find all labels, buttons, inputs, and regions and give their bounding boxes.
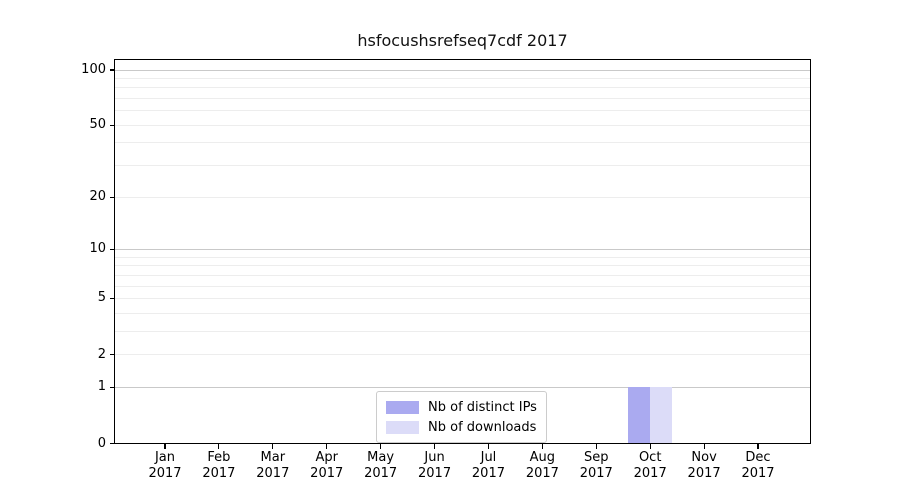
y-tick bbox=[109, 297, 114, 300]
chart-title: hsfocushsrefseq7cdf 2017 bbox=[357, 31, 568, 50]
x-tick-label-sep: Sep 2017 bbox=[579, 450, 613, 481]
x-tick bbox=[541, 444, 543, 449]
legend-item-downloads: Nb of downloads bbox=[386, 417, 537, 437]
y-tick bbox=[109, 386, 114, 388]
legend-item-distinct-ips: Nb of distinct IPs bbox=[386, 397, 537, 417]
gridline-minor bbox=[114, 110, 811, 112]
y-tick-label: 5 bbox=[97, 290, 106, 306]
gridline-minor bbox=[114, 285, 811, 287]
plot-area: Nb of distinct IPs Nb of downloads bbox=[114, 59, 811, 444]
gridline-minor bbox=[114, 297, 811, 299]
y-tick-label: 100 bbox=[81, 62, 106, 77]
x-tick-label-feb: Feb 2017 bbox=[202, 450, 236, 481]
gridline-minor bbox=[114, 312, 811, 314]
x-tick bbox=[433, 444, 436, 449]
x-tick bbox=[218, 444, 220, 449]
gridline-minor bbox=[114, 354, 811, 356]
legend: Nb of distinct IPs Nb of downloads bbox=[376, 391, 547, 443]
y-tick bbox=[109, 442, 114, 445]
x-tick bbox=[595, 444, 597, 449]
bars-layer bbox=[114, 59, 811, 444]
x-tick-label-may: May 2017 bbox=[364, 450, 398, 481]
x-tick-label-jun: Jun 2017 bbox=[418, 450, 452, 481]
gridline-major bbox=[114, 69, 811, 71]
x-tick bbox=[649, 444, 651, 449]
x-tick-label-mar: Mar 2017 bbox=[256, 450, 290, 481]
y-tick bbox=[109, 248, 114, 251]
x-tick bbox=[487, 444, 490, 449]
y-tick bbox=[109, 69, 114, 71]
x-tick bbox=[757, 444, 759, 449]
gridline-minor bbox=[114, 265, 811, 267]
gridline-minor bbox=[114, 98, 811, 100]
legend-swatch-downloads bbox=[386, 420, 419, 434]
gridline-minor bbox=[114, 274, 811, 276]
gridline-minor bbox=[114, 124, 811, 126]
x-tick-label-aug: Aug 2017 bbox=[525, 450, 559, 481]
gridline-minor bbox=[114, 165, 811, 167]
y-tick-label: 2 bbox=[97, 346, 106, 362]
gridline-major bbox=[114, 386, 811, 388]
y-tick-label: 1 bbox=[97, 379, 106, 395]
x-tick bbox=[272, 444, 274, 449]
x-tick-label-nov: Nov 2017 bbox=[687, 450, 721, 481]
bar-nb-of-downloads-oct bbox=[650, 387, 673, 444]
gridline-major bbox=[114, 248, 811, 250]
x-tick bbox=[703, 444, 705, 449]
gridline-minor bbox=[114, 330, 811, 332]
x-tick bbox=[326, 444, 328, 449]
y-tick-label: 50 bbox=[89, 117, 106, 133]
y-tick bbox=[109, 353, 114, 356]
y-tick-label: 20 bbox=[89, 189, 106, 205]
x-tick bbox=[380, 444, 382, 449]
x-tick-label-oct: Oct 2017 bbox=[633, 450, 667, 481]
bar-nb-of-distinct-ips-oct bbox=[628, 387, 651, 444]
y-tick bbox=[109, 124, 114, 126]
x-tick-label-dec: Dec 2017 bbox=[741, 450, 775, 481]
gridline-minor bbox=[114, 87, 811, 89]
gridlines-layer bbox=[114, 59, 811, 444]
gridline-minor bbox=[114, 196, 811, 198]
x-tick-label-apr: Apr 2017 bbox=[310, 450, 344, 481]
x-tick bbox=[164, 444, 166, 449]
x-tick-label-jul: Jul 2017 bbox=[471, 450, 505, 481]
gridline-minor bbox=[114, 256, 811, 258]
gridline-minor bbox=[114, 77, 811, 79]
y-tick-label: 10 bbox=[89, 241, 106, 257]
legend-label-distinct-ips: Nb of distinct IPs bbox=[428, 399, 537, 415]
legend-label-downloads: Nb of downloads bbox=[428, 419, 537, 435]
gridline-minor bbox=[114, 142, 811, 144]
y-tick-label: 0 bbox=[97, 435, 106, 451]
y-tick bbox=[109, 196, 114, 198]
legend-swatch-distinct-ips bbox=[386, 400, 419, 414]
x-tick-label-jan: Jan 2017 bbox=[148, 450, 182, 481]
